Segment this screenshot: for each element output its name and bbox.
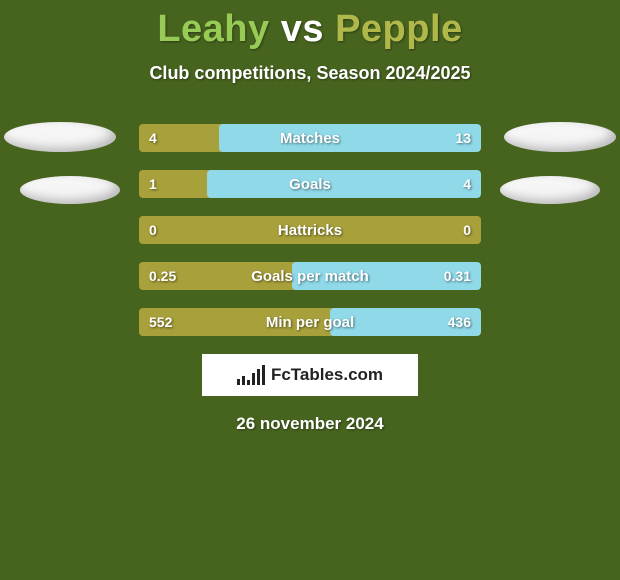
logo-bar-segment — [257, 369, 260, 385]
date-label: 26 november 2024 — [0, 414, 620, 434]
stats-chart: Matches413Goals14Hattricks00Goals per ma… — [0, 124, 620, 434]
subtitle: Club competitions, Season 2024/2025 — [0, 63, 620, 84]
logo-bar-segment — [242, 376, 245, 385]
player1-name: Leahy — [157, 8, 269, 50]
stat-value-right: 436 — [448, 308, 471, 336]
stat-row-hattricks: Hattricks0 0 — [139, 216, 481, 244]
logo-bar-segment — [237, 379, 240, 385]
stat-value-right: 4 — [463, 170, 471, 198]
stat-value-left: 4 — [149, 124, 157, 152]
stat-label: Goals per match — [139, 262, 481, 290]
stat-value-left: 1 — [149, 170, 157, 198]
stat-row-goals: Goals1 4 — [139, 170, 481, 198]
stat-row-mpg: Min per goal552 436 — [139, 308, 481, 336]
stat-row-matches: Matches4 13 — [139, 124, 481, 152]
stat-value-left: 0 — [149, 216, 157, 244]
logo-text: FcTables.com — [271, 365, 383, 385]
stat-value-right: 13 — [455, 124, 471, 152]
logo-bars-icon — [237, 365, 265, 385]
stat-label: Matches — [139, 124, 481, 152]
fctables-logo[interactable]: FcTables.com — [202, 354, 418, 396]
stat-value-left: 0.25 — [149, 262, 176, 290]
stat-label: Hattricks — [139, 216, 481, 244]
stat-value-right: 0.31 — [444, 262, 471, 290]
vs-label: vs — [281, 8, 324, 50]
logo-bar-segment — [252, 373, 255, 385]
stat-value-left: 552 — [149, 308, 172, 336]
stat-row-gpm: Goals per match0.25 0.31 — [139, 262, 481, 290]
logo-bar-segment — [247, 380, 250, 385]
stat-label: Min per goal — [139, 308, 481, 336]
comparison-title: Leahy vs Pepple — [0, 0, 620, 51]
bars-container: Matches413Goals14Hattricks00Goals per ma… — [139, 124, 481, 336]
player2-name: Pepple — [335, 8, 463, 50]
stat-value-right: 0 — [463, 216, 471, 244]
logo-bar-segment — [262, 365, 265, 385]
stat-label: Goals — [139, 170, 481, 198]
